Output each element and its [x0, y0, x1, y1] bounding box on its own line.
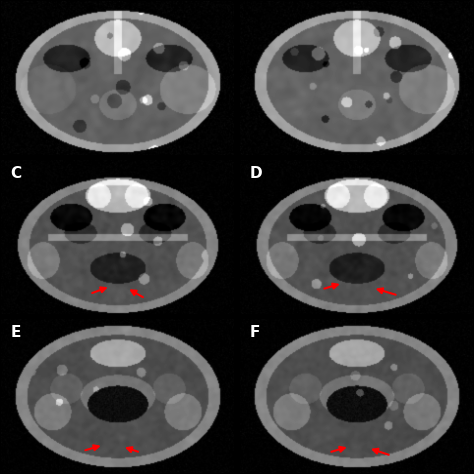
Text: D: D	[250, 166, 263, 181]
Text: F: F	[250, 325, 260, 340]
Text: E: E	[11, 325, 21, 340]
Text: C: C	[11, 166, 22, 181]
